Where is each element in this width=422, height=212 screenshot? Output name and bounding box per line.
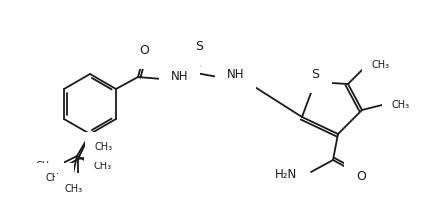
Text: CH₃: CH₃ [65, 184, 83, 194]
Text: O: O [139, 43, 149, 57]
Text: S: S [311, 67, 319, 81]
Text: CH₃: CH₃ [372, 60, 390, 70]
Text: CH₃: CH₃ [63, 183, 81, 193]
Text: NH: NH [171, 71, 189, 84]
Text: CH₃: CH₃ [46, 173, 64, 183]
Text: CH₃: CH₃ [95, 142, 113, 152]
Text: O: O [356, 170, 366, 184]
Text: H₂N: H₂N [275, 169, 297, 181]
Text: CH₃: CH₃ [36, 161, 54, 171]
Text: CH₃: CH₃ [94, 161, 112, 171]
Text: CH₃: CH₃ [392, 100, 410, 110]
Text: S: S [195, 39, 203, 53]
Text: NH: NH [227, 68, 244, 81]
